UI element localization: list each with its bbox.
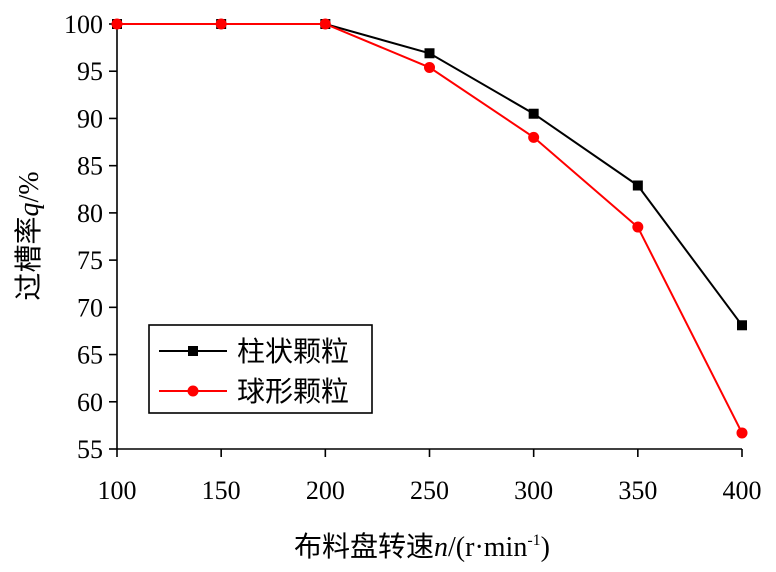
legend-label: 球形颗粒: [237, 376, 349, 408]
data-point: [111, 18, 123, 30]
x-tick-label: 400: [723, 476, 762, 505]
y-tick-label: 100: [64, 10, 103, 39]
legend-marker: [187, 385, 199, 397]
legend-marker: [188, 346, 198, 356]
y-tick-label: 80: [77, 199, 103, 228]
data-point: [632, 180, 643, 191]
legend-item: 柱状颗粒: [159, 336, 349, 368]
data-point: [737, 320, 747, 331]
data-point: [319, 18, 331, 30]
data-point: [528, 131, 540, 143]
y-tick-label: 65: [77, 341, 103, 370]
y-tick-label: 85: [77, 152, 103, 181]
x-tick-label: 200: [306, 476, 345, 505]
legend-box: [148, 324, 373, 414]
axes: 55 60 65 70 75 80 85 90 95 100 100 150 200 250 300 350 4…: [64, 10, 762, 505]
x-tick-label: 250: [410, 476, 449, 505]
x-tick-label: 150: [202, 476, 241, 505]
y-axis-label: 过槽率q/%: [13, 171, 45, 300]
data-point: [424, 61, 435, 73]
x-axis-label: 布料盘转速n/(r·min-1): [294, 531, 550, 563]
data-point: [736, 427, 748, 439]
y-tick-label: 95: [77, 57, 103, 86]
y-tick-label: 55: [77, 435, 103, 464]
x-tick-label: 100: [98, 476, 137, 505]
y-tick-label: 60: [77, 388, 103, 417]
data-point: [424, 48, 435, 59]
x-tick-label: 300: [514, 476, 553, 505]
series-layer: [111, 18, 748, 439]
data-point: [215, 18, 227, 30]
y-tick-label: 75: [77, 246, 103, 275]
data-point: [528, 108, 539, 119]
legend-item: 球形颗粒: [159, 376, 349, 408]
legend-label: 柱状颗粒: [237, 336, 349, 368]
y-tick-label: 70: [77, 293, 103, 322]
series-2: [111, 18, 748, 439]
y-tick-label: 90: [77, 104, 103, 133]
x-tick-label: 350: [618, 476, 657, 505]
data-point: [632, 221, 644, 233]
